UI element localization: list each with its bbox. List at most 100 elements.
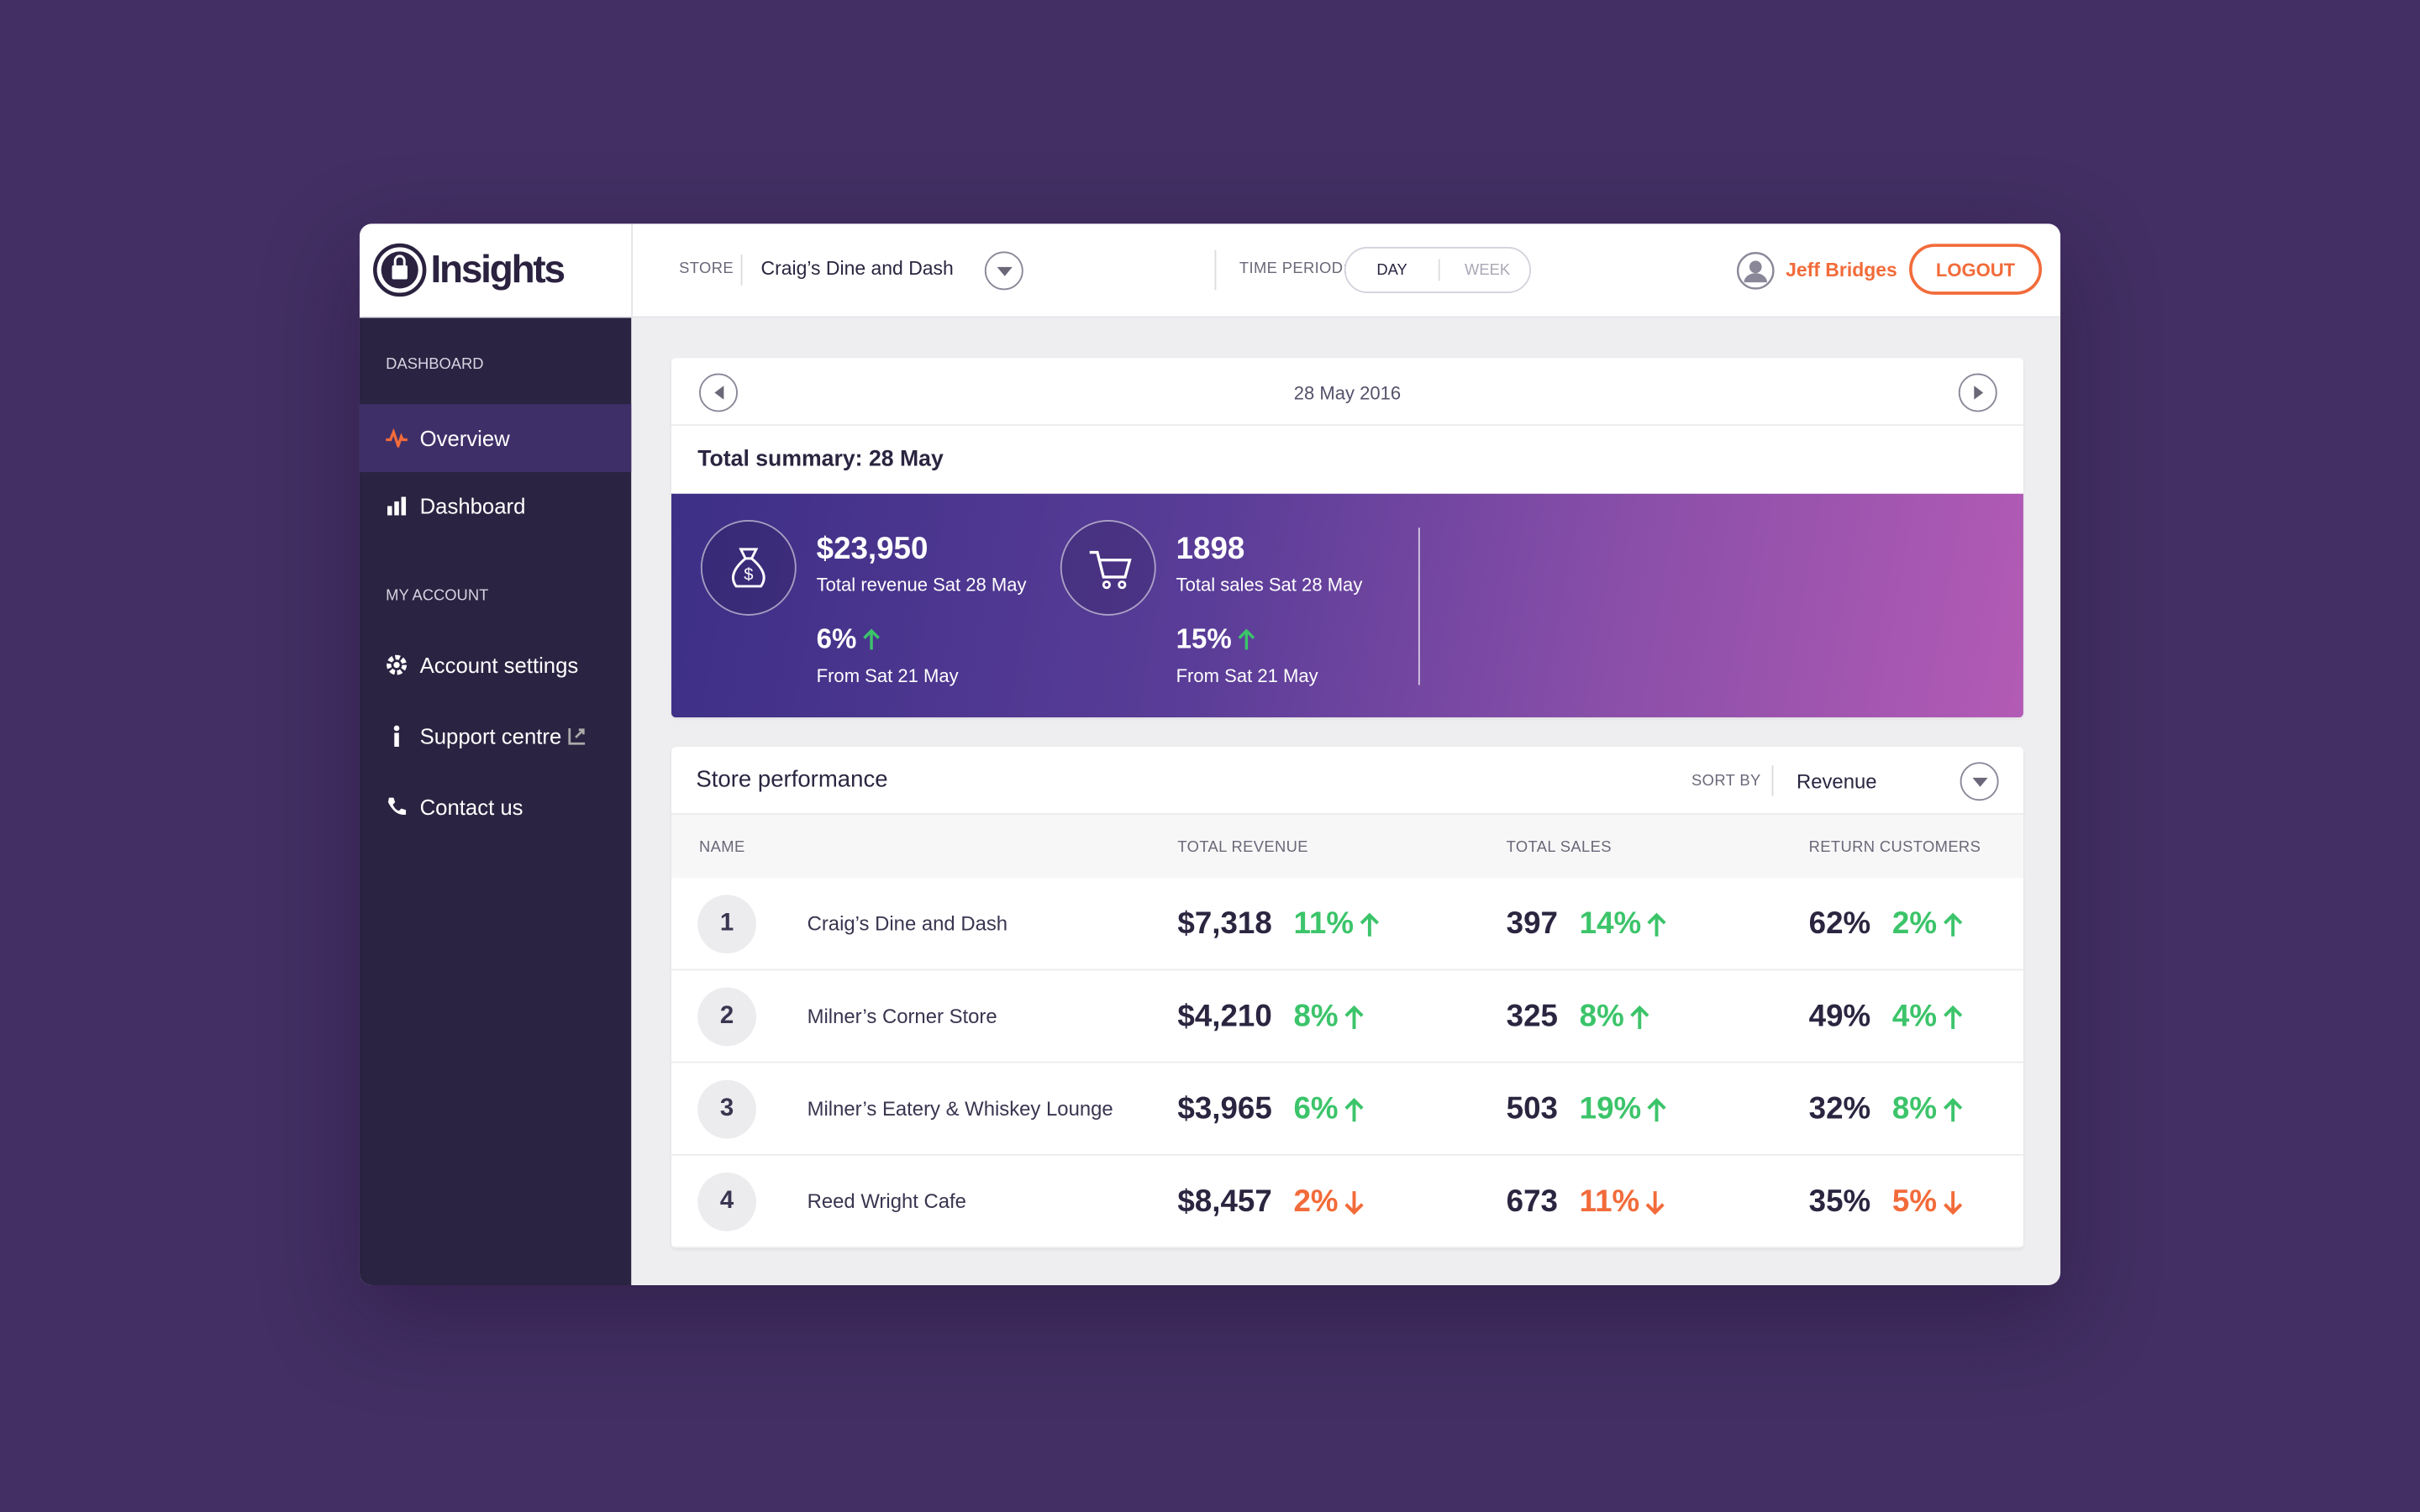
cell-value: 32%: [1808, 1091, 1871, 1126]
store-name: Milner’s Eatery & Whiskey Lounge: [807, 1096, 1113, 1121]
card-change-label: From Sat 21 May: [816, 664, 959, 687]
column-title: TOTAL REVENUE: [1177, 839, 1308, 857]
change: 6%: [1293, 1091, 1364, 1126]
trend-arrow: [1238, 628, 1255, 650]
cell-value: 35%: [1808, 1184, 1871, 1219]
trend-arrow: [1943, 1190, 1963, 1215]
column-title: TOTAL SALES: [1506, 839, 1612, 857]
cell-value: $8,457: [1177, 1184, 1272, 1219]
cell: 503 19%: [1507, 1063, 1667, 1156]
cell: $3,965 6%: [1177, 1063, 1364, 1156]
logout-button[interactable]: LOGOUT: [1909, 244, 2043, 295]
nav-item[interactable]: Account settings: [360, 631, 631, 699]
trend-arrow: [1646, 1190, 1665, 1215]
cell: 49% 4%: [1809, 970, 1963, 1063]
change: 4%: [1892, 999, 1963, 1034]
summary-banner: $ $23,950 Total revenue Sat 28 May 6% From S…: [671, 493, 2023, 718]
store-name: Milner’s Corner Store: [807, 1004, 997, 1028]
cell-value: $4,210: [1177, 999, 1272, 1033]
date: 28 May 2016: [1293, 382, 1402, 405]
store-dropdown[interactable]: [984, 251, 1023, 291]
change: 8%: [1892, 1091, 1963, 1126]
change-text: 6%: [816, 623, 857, 654]
cell-value: 397: [1506, 906, 1558, 941]
nav-label: Dashboard: [419, 493, 526, 519]
change-text: 19%: [1579, 1091, 1642, 1126]
card-value: 1898: [1176, 532, 1245, 567]
section-title: DASHBOARD: [386, 356, 484, 374]
store-name: Reed Wright Cafe: [807, 1189, 966, 1213]
table-row: 2 Milner’s Corner Store $4,210 8% 325 8% 49% 4%: [671, 970, 2023, 1063]
cell: 325 8%: [1507, 970, 1650, 1063]
change: 8%: [1580, 999, 1650, 1034]
logo-text: Insights: [430, 247, 566, 291]
change-text: 2%: [1293, 1184, 1339, 1219]
change: 8%: [1293, 999, 1364, 1034]
change-text: 14%: [1579, 906, 1642, 941]
change: 11%: [1580, 1184, 1665, 1220]
trend-arrow: [1360, 911, 1380, 936]
cell: $8,457 2%: [1177, 1156, 1364, 1248]
sort-value: Revenue: [1796, 769, 1877, 794]
nav-item[interactable]: Support centre: [360, 702, 631, 770]
separator: [1438, 259, 1440, 281]
card-icon: $: [700, 519, 797, 616]
store-label: STORE: [679, 260, 734, 278]
cell-value: 503: [1506, 1091, 1558, 1126]
sort-label: SORT BY: [1691, 773, 1761, 790]
trend-arrow: [1344, 1097, 1364, 1121]
column-title: RETURN CUSTOMERS: [1808, 839, 1981, 857]
next-button[interactable]: [1958, 373, 1997, 412]
period-option[interactable]: DAY: [1376, 262, 1407, 280]
change-text: 2%: [1891, 906, 1937, 941]
caret: [1971, 776, 1987, 786]
user-name[interactable]: Jeff Bridges: [1786, 259, 1897, 281]
icon: [387, 797, 407, 815]
caret: [996, 265, 1012, 276]
rank-badge: 4: [697, 1172, 757, 1231]
trend-arrow: [1648, 911, 1667, 936]
trend-arrow: [1943, 1004, 1963, 1029]
store-name: Craig’s Dine and Dash: [807, 911, 1008, 936]
sort-dropdown[interactable]: [1960, 762, 1999, 801]
app-window: Insights STORE Craig’s Dine and Dash TIM…: [359, 223, 2061, 1286]
cell-value: 325: [1506, 999, 1558, 1033]
change: 2%: [1293, 1184, 1364, 1220]
cell: 397 14%: [1507, 878, 1667, 970]
cell: 62% 2%: [1809, 878, 1963, 970]
date-nav: 28 May 2016: [671, 358, 2023, 426]
change: 11%: [1293, 906, 1380, 942]
cell-value: $7,318: [1177, 906, 1272, 941]
card-change-label: From Sat 21 May: [1176, 664, 1318, 687]
money-bag: $: [732, 548, 765, 588]
change: 15%: [1176, 623, 1255, 656]
nav-label: Account settings: [419, 652, 579, 678]
change-text: 5%: [1891, 1184, 1937, 1219]
card-label: Total revenue Sat 28 May: [816, 574, 1027, 596]
separator: [1214, 249, 1217, 291]
cell-value: 673: [1506, 1184, 1558, 1219]
nav-item[interactable]: Dashboard: [360, 472, 631, 540]
separator: [1771, 765, 1774, 796]
summary-panel: 28 May 2016 Total summary: 28 May $ $23,9…: [671, 358, 2023, 718]
caret: [713, 386, 723, 400]
change-text: 11%: [1579, 1184, 1640, 1219]
icon: [387, 654, 407, 675]
change: 5%: [1892, 1184, 1963, 1220]
avatar[interactable]: [1736, 251, 1775, 290]
trend-arrow: [1344, 1190, 1364, 1215]
nav-item[interactable]: Overview: [359, 404, 632, 473]
header: Insights STORE Craig’s Dine and Dash TIM…: [359, 223, 2061, 318]
period-option[interactable]: WEEK: [1465, 262, 1511, 280]
caret: [1973, 386, 1983, 400]
external-icon: [568, 727, 585, 745]
time-period-label: TIME PERIOD:: [1239, 260, 1348, 278]
prev-button[interactable]: [699, 373, 738, 412]
rank-badge: 3: [697, 1079, 757, 1139]
column-header: [671, 812, 2023, 879]
trend-arrow: [1630, 1004, 1649, 1029]
logo[interactable]: Insights: [360, 223, 634, 317]
nav-item[interactable]: Contact us: [360, 773, 631, 841]
